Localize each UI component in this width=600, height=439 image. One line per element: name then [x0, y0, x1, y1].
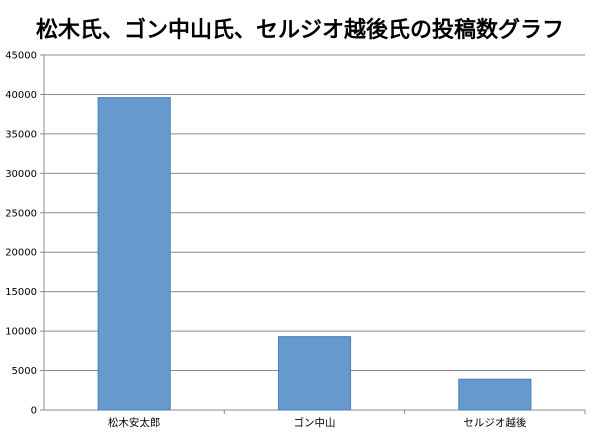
bar: [277, 336, 352, 411]
x-tick-label: ゴン中山: [294, 416, 336, 429]
bars: [97, 97, 532, 411]
y-tick-label: 15000: [5, 287, 37, 298]
y-tick-label: 40000: [5, 90, 37, 101]
y-tick-label: 20000: [5, 248, 37, 259]
chart-title: 松木氏、ゴン中山氏、セルジオ越後氏の投稿数グラフ: [35, 18, 564, 43]
x-tick-label: 松木安太郎: [108, 416, 161, 429]
labels: 0 5000 10000 15000 20000 25000 30000 35000 40000…: [5, 51, 527, 430]
y-tick-label: 10000: [5, 327, 37, 338]
y-tick-label: 45000: [5, 51, 37, 62]
bar: [97, 97, 171, 411]
y-tick-label: 5000: [12, 366, 37, 377]
y-tick-label: 35000: [5, 129, 37, 140]
y-tick-label: 0: [31, 406, 37, 417]
y-tick-label: 25000: [5, 208, 37, 219]
x-tick-label: セルジオ越後: [463, 416, 526, 429]
bar: [458, 378, 532, 411]
y-tick-label: 30000: [5, 169, 37, 180]
